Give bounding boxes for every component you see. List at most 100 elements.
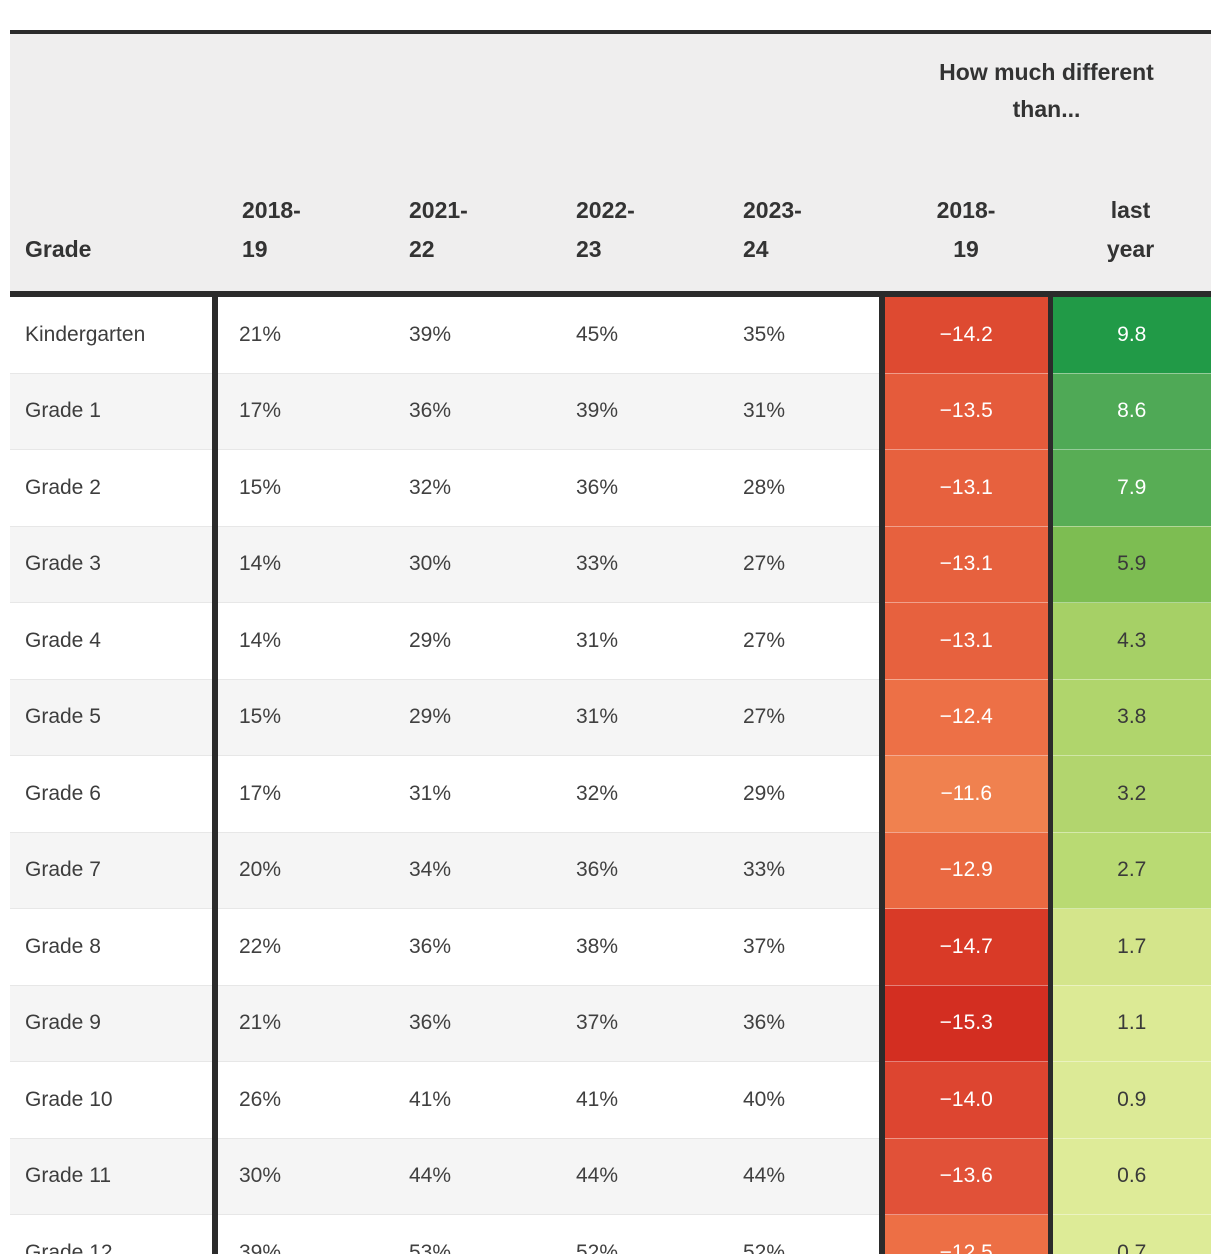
grade-cell: Grade 1 bbox=[10, 372, 215, 450]
group-header: How much different than... bbox=[882, 34, 1212, 150]
value-cell: 29% bbox=[382, 678, 549, 756]
grade-cell: Grade 9 bbox=[10, 984, 215, 1062]
col-header-diff-2018-19-line2: 19 bbox=[953, 235, 979, 262]
value-cell: 52% bbox=[716, 1214, 882, 1254]
diff-last-year-cell: 3.8 bbox=[1047, 678, 1212, 756]
value-cell: 36% bbox=[549, 449, 716, 526]
diff-last-year-cell: 0.9 bbox=[1047, 1061, 1212, 1138]
group-header-row: How much different than... bbox=[10, 34, 1212, 150]
value-cell: 39% bbox=[382, 294, 549, 373]
value-cell: 31% bbox=[382, 755, 549, 832]
table-row: Kindergarten 21% 39% 45% 35% −14.2 9.8 bbox=[10, 294, 1212, 373]
table-row: Grade 1 17% 36% 39% 31% −13.5 8.6 bbox=[10, 372, 1212, 450]
value-cell: 22% bbox=[212, 908, 382, 985]
diff-2018-cell: −12.5 bbox=[879, 1214, 1050, 1254]
value-cell: 15% bbox=[212, 449, 382, 526]
diff-last-year-cell: 9.8 bbox=[1047, 294, 1212, 373]
grade-cell: Grade 2 bbox=[10, 449, 215, 526]
col-header-2021-22-line1: 2021- bbox=[409, 196, 468, 223]
col-header-2023-24-line1: 2023- bbox=[743, 196, 802, 223]
diff-last-year-cell: 0.6 bbox=[1047, 1137, 1212, 1215]
value-cell: 36% bbox=[549, 831, 716, 909]
value-cell: 44% bbox=[549, 1137, 716, 1215]
col-header-2018-19: 2018- 19 bbox=[215, 150, 382, 297]
diff-last-year-cell: 1.7 bbox=[1047, 908, 1212, 985]
diff-last-year-cell: 8.6 bbox=[1047, 372, 1212, 450]
table-row: Grade 4 14% 29% 31% 27% −13.1 4.3 bbox=[10, 602, 1212, 679]
col-header-grade: Grade bbox=[10, 150, 215, 297]
value-cell: 29% bbox=[716, 755, 882, 832]
diff-last-year-cell: 5.9 bbox=[1047, 525, 1212, 603]
col-header-diff-2018-19-line1: 2018- bbox=[936, 196, 996, 223]
diff-2018-cell: −12.4 bbox=[879, 678, 1050, 756]
grades-comparison-table: How much different than... Grade 2018- 1… bbox=[10, 30, 1212, 1254]
value-cell: 41% bbox=[549, 1061, 716, 1138]
grade-cell: Grade 12 bbox=[10, 1214, 215, 1254]
value-cell: 44% bbox=[382, 1137, 549, 1215]
table-row: Grade 5 15% 29% 31% 27% −12.4 3.8 bbox=[10, 678, 1212, 756]
value-cell: 36% bbox=[382, 984, 549, 1062]
table-row: Grade 2 15% 32% 36% 28% −13.1 7.9 bbox=[10, 449, 1212, 526]
value-cell: 14% bbox=[212, 602, 382, 679]
value-cell: 39% bbox=[549, 372, 716, 450]
value-cell: 36% bbox=[382, 908, 549, 985]
value-cell: 26% bbox=[212, 1061, 382, 1138]
grade-cell: Grade 8 bbox=[10, 908, 215, 985]
diff-last-year-cell: 2.7 bbox=[1047, 831, 1212, 909]
grade-cell: Grade 3 bbox=[10, 525, 215, 603]
value-cell: 27% bbox=[716, 525, 882, 603]
value-cell: 30% bbox=[212, 1137, 382, 1215]
col-header-diff-last-year: last year bbox=[1050, 150, 1212, 297]
col-header-2023-24-line2: 24 bbox=[743, 235, 769, 262]
value-cell: 38% bbox=[549, 908, 716, 985]
table-row: Grade 9 21% 36% 37% 36% −15.3 1.1 bbox=[10, 984, 1212, 1062]
diff-2018-cell: −13.6 bbox=[879, 1137, 1050, 1215]
diff-2018-cell: −14.0 bbox=[879, 1061, 1050, 1138]
grade-cell: Grade 6 bbox=[10, 755, 215, 832]
diff-last-year-cell: 4.3 bbox=[1047, 602, 1212, 679]
value-cell: 44% bbox=[716, 1137, 882, 1215]
value-cell: 40% bbox=[716, 1061, 882, 1138]
value-cell: 36% bbox=[716, 984, 882, 1062]
diff-last-year-cell: 1.1 bbox=[1047, 984, 1212, 1062]
column-header-row: Grade 2018- 19 2021- 22 2022- 23 2023- 2… bbox=[10, 150, 1212, 297]
diff-last-year-cell: 3.2 bbox=[1047, 755, 1212, 832]
table-row: Grade 12 39% 53% 52% 52% −12.5 0.7 bbox=[10, 1214, 1212, 1254]
diff-2018-cell: −13.1 bbox=[879, 525, 1050, 603]
data-table: How much different than... Grade 2018- 1… bbox=[10, 34, 1212, 1254]
group-header-spacer bbox=[10, 34, 882, 150]
value-cell: 45% bbox=[549, 294, 716, 373]
table-row: Grade 7 20% 34% 36% 33% −12.9 2.7 bbox=[10, 831, 1212, 909]
value-cell: 14% bbox=[212, 525, 382, 603]
value-cell: 37% bbox=[716, 908, 882, 985]
table-row: Grade 6 17% 31% 32% 29% −11.6 3.2 bbox=[10, 755, 1212, 832]
grade-cell: Grade 5 bbox=[10, 678, 215, 756]
group-header-line2: than... bbox=[1012, 95, 1081, 122]
value-cell: 27% bbox=[716, 602, 882, 679]
grade-cell: Grade 4 bbox=[10, 602, 215, 679]
value-cell: 21% bbox=[212, 294, 382, 373]
col-header-2022-23-line2: 23 bbox=[576, 235, 602, 262]
value-cell: 37% bbox=[549, 984, 716, 1062]
col-header-diff-2018-19: 2018- 19 bbox=[882, 150, 1050, 297]
value-cell: 17% bbox=[212, 755, 382, 832]
table-body: Kindergarten 21% 39% 45% 35% −14.2 9.8 G… bbox=[10, 294, 1212, 1254]
value-cell: 32% bbox=[382, 449, 549, 526]
value-cell: 36% bbox=[382, 372, 549, 450]
table-row: Grade 3 14% 30% 33% 27% −13.1 5.9 bbox=[10, 525, 1212, 603]
value-cell: 31% bbox=[549, 678, 716, 756]
diff-2018-cell: −12.9 bbox=[879, 831, 1050, 909]
value-cell: 30% bbox=[382, 525, 549, 603]
value-cell: 17% bbox=[212, 372, 382, 450]
col-header-2022-23-line1: 2022- bbox=[576, 196, 635, 223]
diff-last-year-cell: 0.7 bbox=[1047, 1214, 1212, 1254]
value-cell: 41% bbox=[382, 1061, 549, 1138]
value-cell: 39% bbox=[212, 1214, 382, 1254]
grade-cell: Kindergarten bbox=[10, 294, 215, 373]
table-header: How much different than... Grade 2018- 1… bbox=[10, 34, 1212, 297]
diff-2018-cell: −14.7 bbox=[879, 908, 1050, 985]
table-row: Grade 11 30% 44% 44% 44% −13.6 0.6 bbox=[10, 1137, 1212, 1215]
diff-last-year-cell: 7.9 bbox=[1047, 449, 1212, 526]
col-header-diff-last-year-line1: last bbox=[1110, 196, 1151, 223]
value-cell: 33% bbox=[716, 831, 882, 909]
